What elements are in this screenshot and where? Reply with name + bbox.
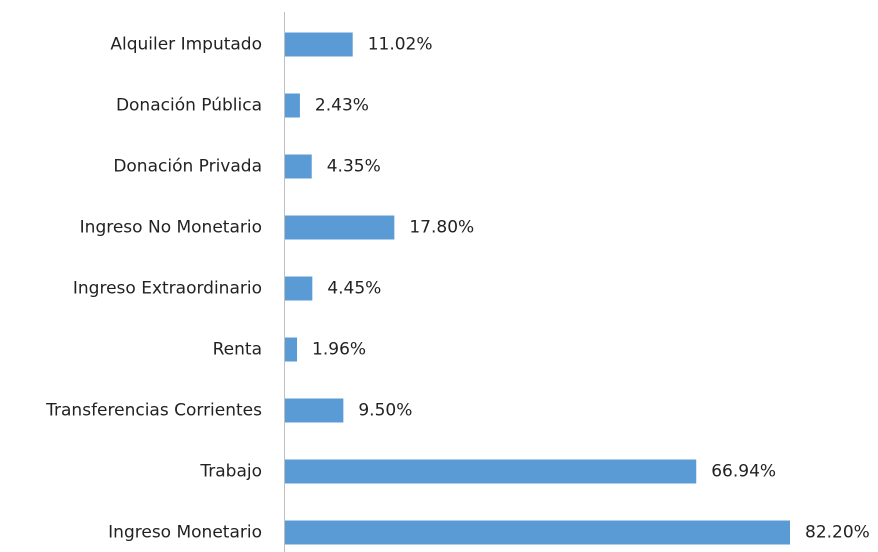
bar [285,215,395,240]
y-tick-label: Alquiler Imputado [110,35,262,55]
value-label: 4.45% [327,279,381,299]
value-label: 11.02% [368,35,433,55]
value-label: 9.50% [358,401,412,421]
bar [285,32,353,57]
bar [285,337,298,362]
y-tick-label: Donación Pública [116,96,262,116]
value-label: 17.80% [409,218,474,238]
value-label: 66.94% [711,462,776,482]
y-tick-label: Donación Privada [113,157,262,177]
bar [285,520,790,545]
y-tick-label: Trabajo [199,462,262,482]
bar [285,154,312,179]
y-tick-label: Transferencias Corrientes [45,401,262,421]
bar [285,398,344,423]
value-label: 82.20% [805,523,870,543]
value-label: 4.35% [327,157,381,177]
value-label: 2.43% [315,96,369,116]
bar [285,459,697,484]
y-tick-label: Renta [213,340,262,360]
bar [285,93,300,118]
bar [285,276,313,301]
value-label: 1.96% [312,340,366,360]
y-tick-label: Ingreso Monetario [108,523,262,543]
y-tick-label: Ingreso Extraordinario [73,279,262,299]
y-tick-label: Ingreso No Monetario [80,218,262,238]
